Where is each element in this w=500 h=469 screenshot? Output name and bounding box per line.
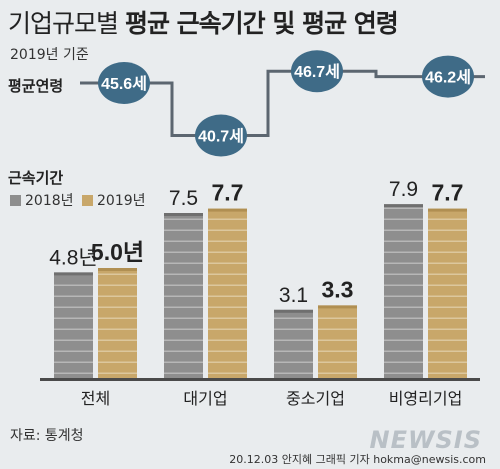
bar-2018년-대기업 — [164, 213, 203, 378]
category-label: 대기업 — [183, 389, 227, 408]
category-label: 중소기업 — [286, 389, 345, 408]
age-marker-circle — [195, 114, 247, 157]
subtitle: 2019년 기준 — [10, 47, 89, 63]
bar-top-edge — [54, 272, 93, 276]
bar-2019년-비영리기업 — [428, 208, 467, 378]
age-value-label: 40.7세 — [198, 128, 244, 146]
bar-top-edge — [428, 208, 467, 212]
category-label: 비영리기업 — [389, 389, 463, 408]
bar-2018년-중소기업 — [274, 309, 313, 378]
bar-value-label: 4.8년 — [49, 246, 98, 269]
bar-2019년-대기업 — [208, 208, 247, 378]
bar-top-edge — [318, 305, 357, 309]
age-value-label: 45.6세 — [101, 75, 147, 93]
legend-label-2018: 2018년 — [25, 193, 74, 209]
bar-2018년-전체 — [54, 272, 93, 378]
tenure-legend-title: 근속기간 — [8, 169, 64, 187]
age-step-line — [80, 69, 485, 137]
category-label: 전체 — [81, 389, 110, 408]
source-note: 자료: 통계청 — [10, 428, 84, 444]
bar-2018년-비영리기업 — [384, 204, 423, 378]
bar-top-edge — [274, 309, 313, 313]
legend-item-2018: 2018년 — [10, 190, 74, 210]
bar-value-label: 7.9 — [389, 178, 418, 201]
credit-line: 20.12.03 안지혜 그래픽 기자 hokma@newsis.com — [229, 453, 486, 466]
bar-top-edge — [384, 204, 423, 208]
bar-value-label: 3.1 — [279, 284, 308, 307]
age-marker-circle — [98, 62, 150, 104]
bar-value-label: 5.0년 — [91, 239, 144, 265]
bar-top-edge — [208, 208, 247, 212]
chart-title: 기업규모별 평균 근속기간 및 평균 연령 — [8, 4, 399, 40]
legend-item-2019: 2019년 — [82, 190, 146, 210]
bar-2019년-중소기업 — [318, 305, 357, 378]
legend-label-2019: 2019년 — [97, 193, 146, 209]
age-marker-circle — [422, 55, 474, 98]
bar-value-label: 7.7 — [432, 180, 464, 206]
legend-swatch-2019 — [82, 194, 93, 206]
age-value-label: 46.7세 — [294, 63, 340, 81]
age-series-label: 평균연령 — [8, 77, 64, 95]
bar-value-label: 7.5 — [169, 187, 198, 210]
bar-top-edge — [98, 268, 137, 271]
chart-baseline — [40, 378, 480, 381]
title-light: 기업규모별 — [8, 9, 119, 38]
age-marker-circle — [291, 50, 343, 93]
bar-value-label: 7.7 — [212, 180, 244, 206]
legend-swatch-2018 — [10, 194, 21, 206]
newsis-logo: NEWSIS — [369, 426, 482, 454]
age-value-label: 46.2세 — [425, 69, 471, 87]
bar-value-label: 3.3 — [322, 276, 354, 302]
bar-top-edge — [164, 213, 203, 216]
bar-2019년-전체 — [98, 268, 137, 378]
title-bold: 평균 근속기간 및 평균 연령 — [124, 9, 399, 38]
